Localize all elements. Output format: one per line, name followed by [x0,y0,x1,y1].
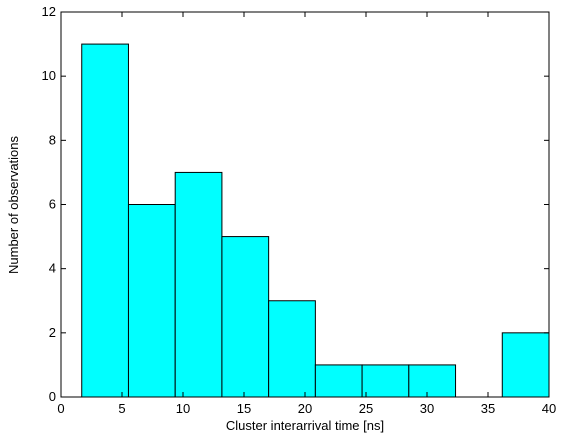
bar [501,332,550,398]
bar [127,204,176,398]
y-tick-label: 2 [49,325,56,340]
bar [268,300,316,398]
y-tick-label: 0 [49,389,56,404]
x-tick-label: 10 [176,401,190,416]
x-tick-label: 15 [237,401,251,416]
y-tick-label: 10 [42,68,56,83]
x-tick-label: 5 [118,401,125,416]
y-tick-label: 12 [42,4,56,19]
x-tick-label: 20 [298,401,312,416]
x-tick-label: 40 [542,401,556,416]
bar [361,364,410,398]
bar [408,364,457,398]
bar [221,236,270,398]
y-axis-label: Number of observations [6,135,21,274]
bar [174,171,223,398]
y-tick-label: 8 [49,132,56,147]
x-tick-label: 0 [57,401,64,416]
x-tick-label: 35 [481,401,495,416]
bar [81,43,129,398]
x-tick-label: 30 [420,401,434,416]
y-tick-label: 4 [49,261,56,276]
x-tick-label: 25 [359,401,373,416]
x-axis-label: Cluster interarrival time [ns] [226,418,384,433]
y-tick-label: 6 [49,197,56,212]
bar [314,364,363,398]
